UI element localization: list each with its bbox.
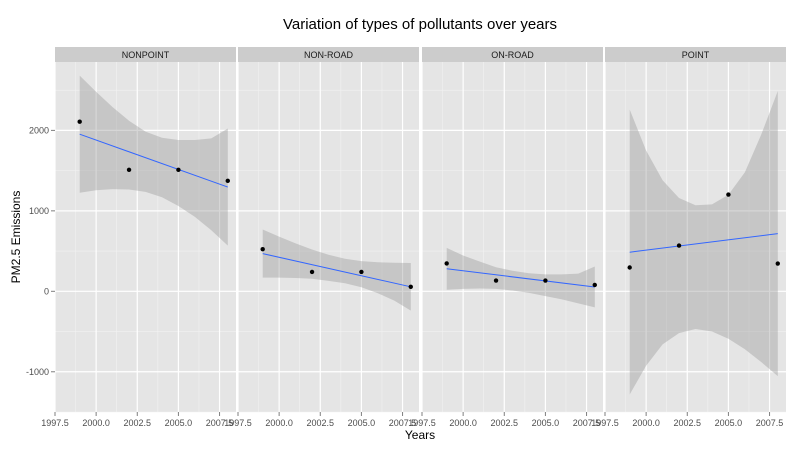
x-tick-label: 2002.5 [491,418,519,428]
facet-strip-label: NONPOINT [122,50,170,60]
data-point [627,265,632,270]
panel-background [55,62,236,412]
x-tick-label: 2005.0 [348,418,376,428]
x-tick-label: 2002.5 [674,418,702,428]
x-tick-label: 2007.5 [573,418,601,428]
panel-background [238,62,419,412]
panel-background [422,62,603,412]
data-point [176,167,181,173]
fit-line [446,268,595,288]
facet-panel: NON-ROAD [237,47,419,413]
y-axis: -1000 0 1000 2000 [26,125,55,377]
data-point [309,269,315,275]
data-point [408,284,413,290]
facet-strip [605,47,786,62]
y-tick-label: 1000 [29,206,49,216]
x-tick-label: 2002.5 [124,418,152,428]
data-point [359,269,364,275]
chart-title: Variation of types of pollutants over ye… [283,16,557,33]
x-tick-label: 2000.0 [632,418,660,428]
facet-panels: NONPOINT NON-ROAD ON-ROAD POINT [54,47,786,413]
y-tick-label: 2000 [29,125,49,135]
data-point [543,278,548,283]
x-tick-label: 2002.5 [307,418,335,428]
data-point [225,178,230,184]
x-tick-label: 2000.0 [265,418,293,428]
x-tick-label: 1997.5 [591,418,619,428]
facet-panel: ON-ROAD [421,47,603,413]
data-point [260,247,265,252]
x-tick-label: 2000.0 [82,418,110,428]
fit-line [262,253,411,288]
x-tick-label: 2005.0 [532,418,560,428]
data-point [126,167,132,173]
facet-strip [238,47,419,62]
data-point [726,192,731,197]
x-tick-label: 2007.5 [389,418,417,428]
data-point [444,261,449,266]
facet-panel: POINT [604,47,786,413]
facet-strip-label: NON-ROAD [304,50,353,60]
x-tick-label: 2000.0 [449,418,477,428]
data-point [676,243,682,248]
panel-background [605,62,786,412]
y-tick-label: -1000 [26,367,49,377]
x-axis-title: Years [405,428,435,442]
facet-strip [422,47,603,62]
fit-line [79,133,228,188]
y-axis-title: PM2.5 Emissions [9,191,23,284]
facet-panel: NONPOINT [54,47,236,413]
data-point [493,278,499,283]
data-point [592,282,597,288]
x-tick-label: 2005.0 [165,418,193,428]
x-tick-label: 1997.5 [224,418,252,428]
facet-strip-label: POINT [682,50,710,60]
facet-strip-label: ON-ROAD [491,50,534,60]
fit-line [629,233,778,253]
x-tick-label: 1997.5 [41,418,69,428]
x-tick-label: 1997.5 [408,418,436,428]
x-tick-label: 2005.0 [715,418,743,428]
x-tick-label: 2007.5 [756,418,784,428]
y-tick-label: 0 [44,286,49,296]
x-tick-label: 2007.5 [206,418,234,428]
data-point [775,261,780,266]
facet-strip [55,47,236,62]
data-point [77,119,82,124]
